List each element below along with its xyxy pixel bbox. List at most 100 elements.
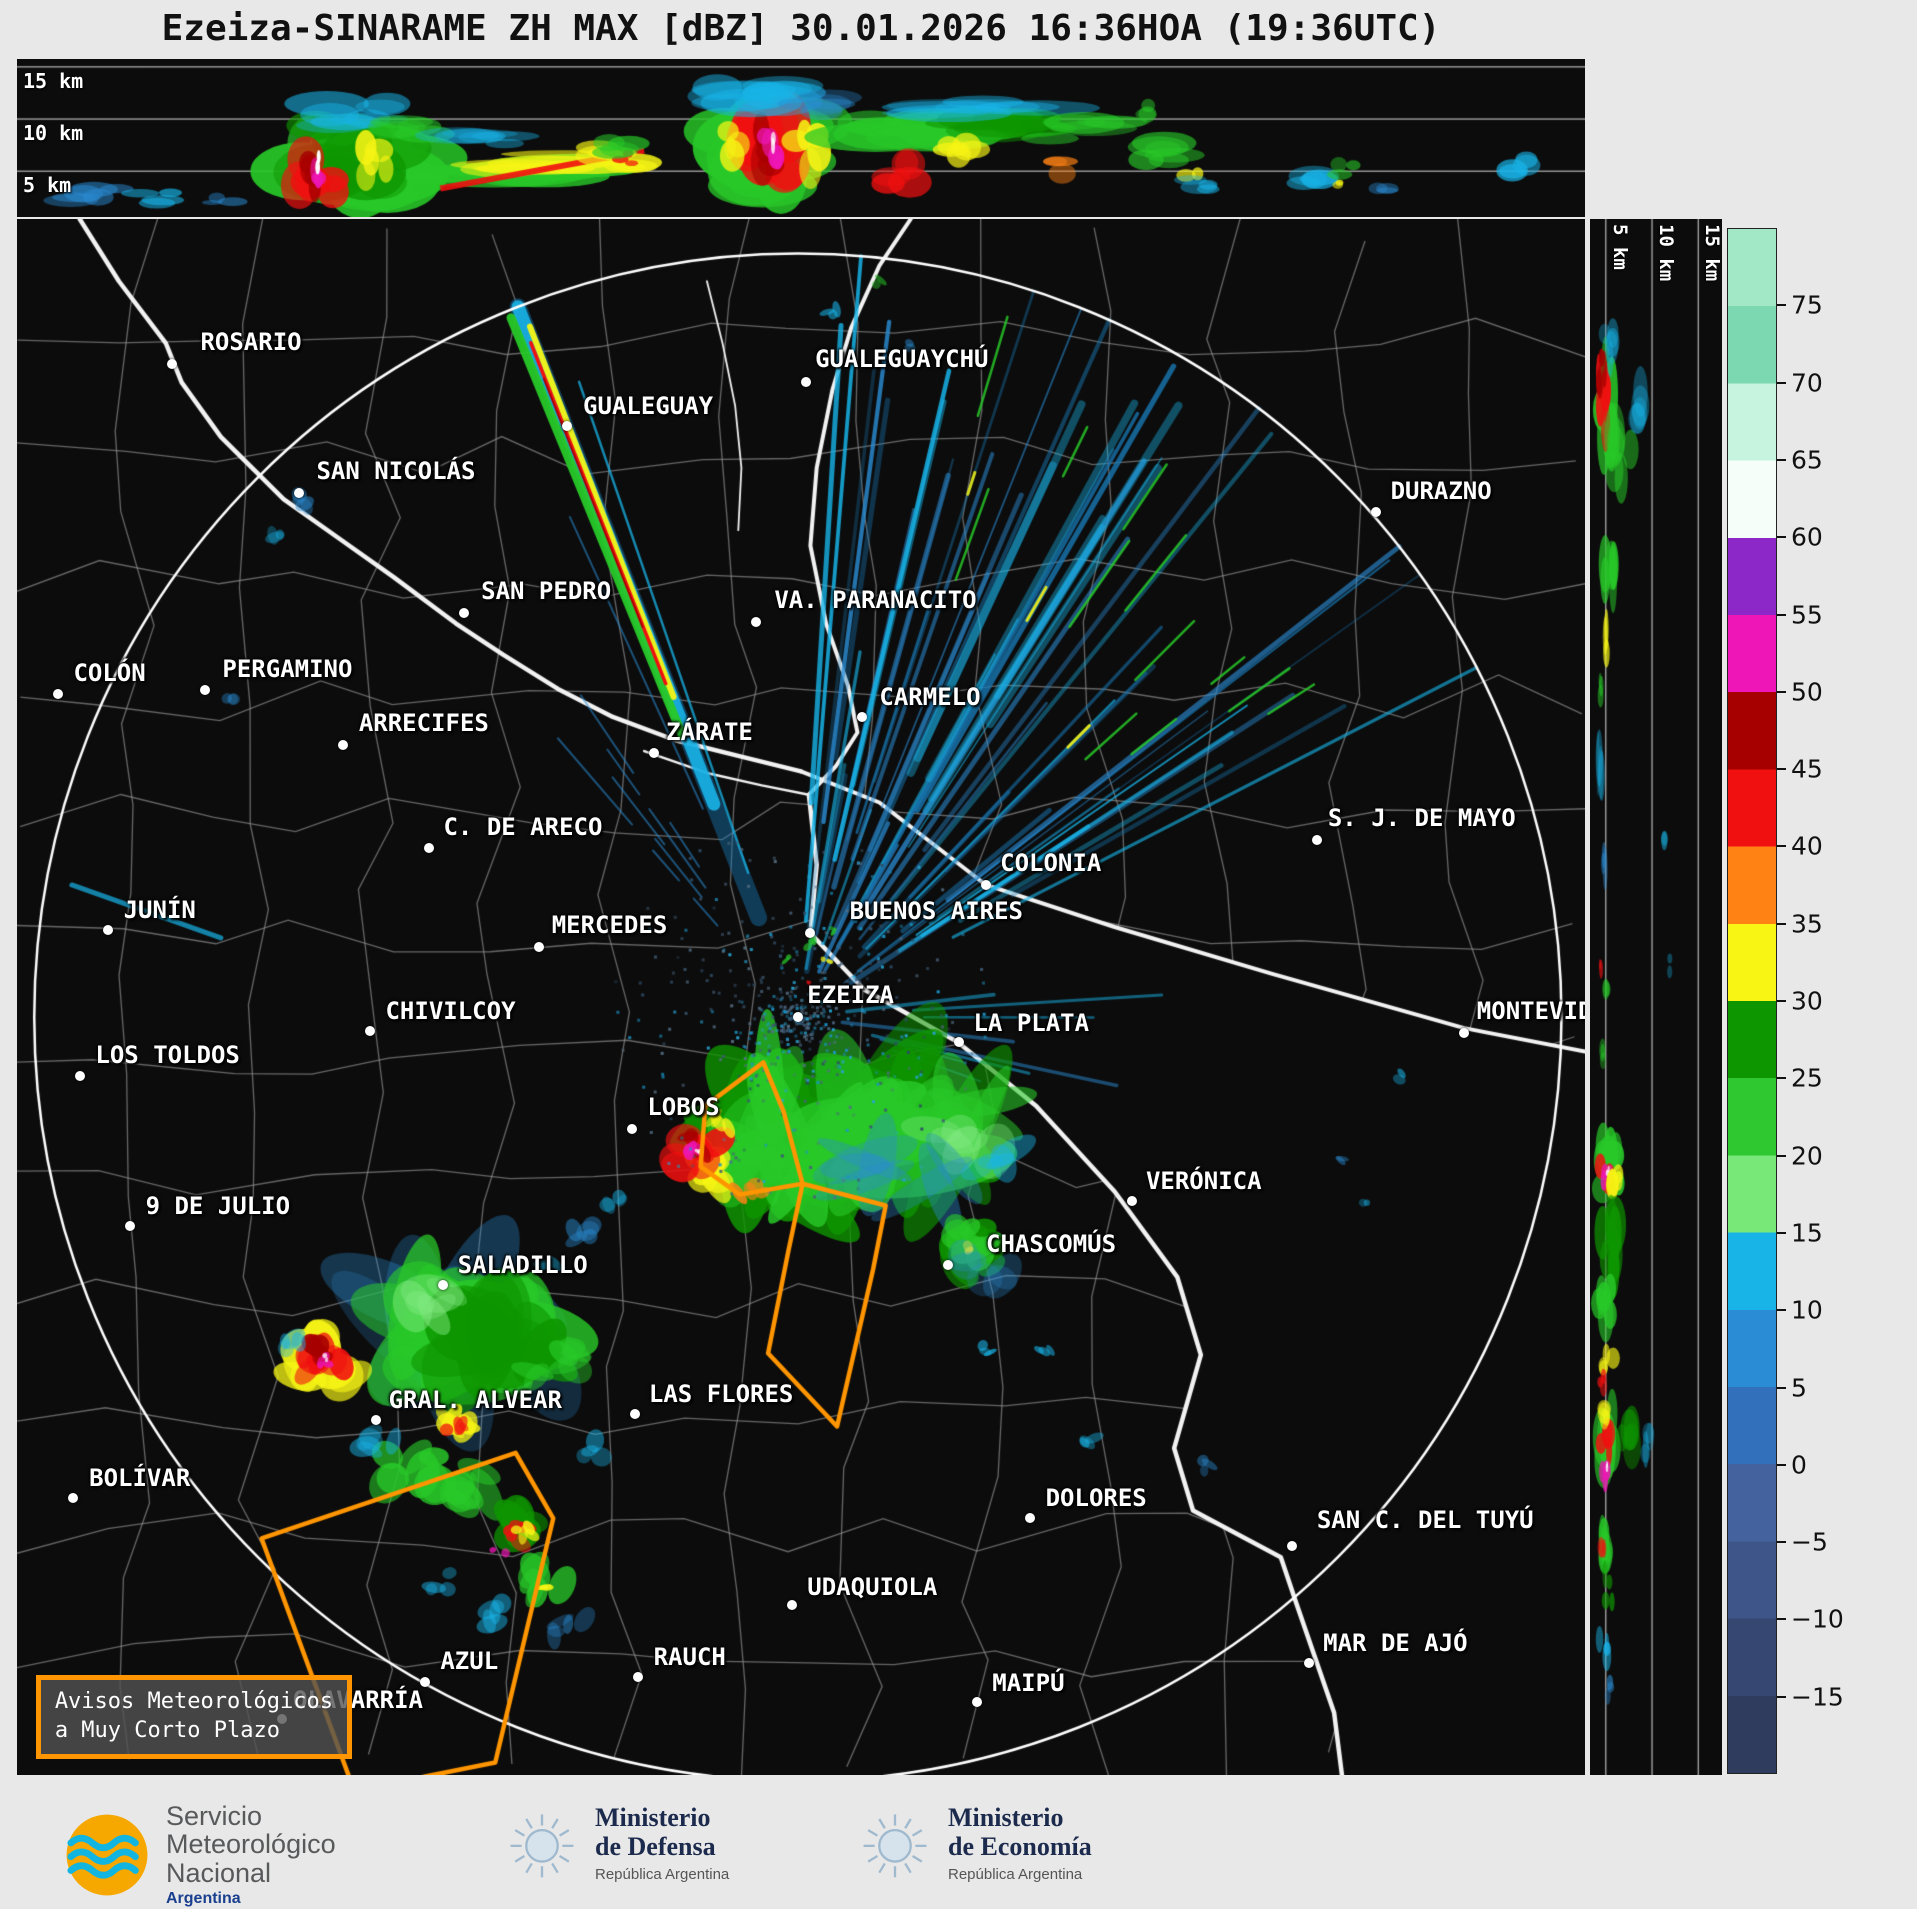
economia-logo-block: Ministerio de Economía República Argenti…: [858, 1803, 1092, 1883]
colorbar-tickmark: [1777, 768, 1786, 771]
city-label: MERCEDES: [551, 911, 668, 940]
city-label: VA. PARANACITO: [774, 586, 977, 615]
sun-emblem-icon: [510, 1813, 574, 1877]
right-cross-section-panel: 5 km 10 km 15 km: [1590, 219, 1722, 1775]
city-label: GRAL. ALVEAR: [388, 1386, 562, 1414]
city-dot: [943, 1259, 954, 1270]
colorbar-tickmark: [1777, 1077, 1786, 1080]
city-dot: [102, 925, 113, 936]
city-dot: [792, 1012, 803, 1023]
city-label: 9 DE JULIO: [145, 1191, 291, 1220]
height-label: 5 km: [1608, 224, 1631, 270]
colorbar-tickmark: [1777, 1695, 1786, 1698]
colorbar-tick-label: 45: [1791, 754, 1823, 784]
city-label: AZUL: [440, 1647, 499, 1676]
city-label: GUALEGUAY: [583, 391, 714, 420]
smn-line-4: Argentina: [166, 1890, 241, 1908]
sun-emblem-icon: [863, 1813, 927, 1877]
colorbar-tickmark: [1777, 304, 1786, 307]
city-label: LA PLATA: [973, 1009, 1090, 1038]
colorbar-tick-label: 0: [1791, 1450, 1807, 1480]
colorbar-tickmark: [1777, 1618, 1786, 1621]
colorbar-tickmark: [1777, 1463, 1786, 1466]
city-label: DOLORES: [1045, 1484, 1147, 1513]
city-label: LOS TOLDOS: [95, 1040, 240, 1069]
city-label: MAR DE AJÓ: [1323, 1628, 1468, 1657]
map-canvas: [17, 219, 1585, 1775]
colorbar-tick-label: 10: [1791, 1295, 1823, 1325]
colorbar-tickmark: [1777, 1541, 1786, 1544]
height-label: 10 km: [23, 121, 84, 146]
smn-line-3: Nacional: [166, 1857, 272, 1888]
city-dot: [750, 617, 761, 627]
colorbar-tickmark: [1777, 1154, 1786, 1157]
city-dot: [68, 1493, 79, 1504]
city-label: VERÓNICA: [1145, 1166, 1262, 1195]
colorbar-tick-label: 60: [1791, 522, 1823, 552]
city-label: C. DE ARECO: [443, 813, 603, 842]
colorbar-tick-label: 55: [1791, 600, 1823, 629]
defensa-line-2: de Defensa: [595, 1831, 716, 1861]
height-label: 15 km: [23, 68, 84, 93]
city-label: EZEIZA: [807, 981, 894, 1010]
defensa-logo-block: Ministerio de Defensa República Argentin…: [505, 1803, 729, 1883]
height-label: 5 km: [23, 173, 72, 198]
economia-line-1: Ministerio: [948, 1803, 1064, 1832]
city-label: S. J. DE MAYO: [1327, 804, 1516, 833]
city-label: CARMELO: [879, 682, 981, 711]
city-dot: [857, 711, 868, 722]
colorbar-tick-label: 35: [1791, 909, 1823, 939]
city-label: PERGAMINO: [222, 654, 353, 683]
colorbar-tick-label: 75: [1791, 290, 1823, 320]
warning-box: Avisos Meteorológicos a Muy Corto Plazo: [35, 1675, 352, 1759]
colorbar-tickmark: [1777, 845, 1786, 848]
city-label: MONTEVIDEO: [1476, 997, 1585, 1025]
city-label: RAUCH: [653, 1642, 726, 1671]
height-label: 10 km: [1655, 224, 1678, 282]
city-label: SAN PEDRO: [481, 576, 612, 605]
city-dot: [1126, 1195, 1137, 1206]
colorbar-tickmark: [1777, 1309, 1786, 1312]
colorbar-tick-label: 20: [1791, 1141, 1823, 1171]
colorbar-tickmark: [1777, 1231, 1786, 1234]
city-dot: [1371, 506, 1382, 517]
colorbar-tickmark: [1777, 381, 1786, 384]
city-label: CHASCOMÚS: [986, 1230, 1117, 1259]
city-dot: [981, 879, 992, 890]
colorbar-tickmark: [1777, 922, 1786, 925]
smn-wordmark: Servicio Meteorológico Nacional Argentin…: [166, 1802, 336, 1908]
city-label: CHIVILCOY: [385, 997, 516, 1025]
city-dot: [1024, 1513, 1035, 1524]
colorbar: 75 70 65 60 55 50 45 40 35 30 25 20 15 10 5 0 −5 −10 −15: [1727, 228, 1917, 1774]
city-label: SAN NICOLÁS: [316, 457, 476, 486]
city-dot: [632, 1671, 643, 1682]
top-cross-section-canvas: [17, 59, 1585, 217]
city-label: SALADILLO: [457, 1250, 588, 1279]
city-dot: [371, 1415, 382, 1426]
city-label: LOBOS: [647, 1093, 720, 1122]
city-dot: [52, 688, 63, 699]
city-dot: [124, 1220, 135, 1231]
map-panel: ROSARIO GUALEGUAYCHÚ GUALEGUAY SAN NICOLÁS D…: [17, 219, 1585, 1775]
colorbar-tick-label: 70: [1791, 368, 1823, 398]
colorbar-tick-label: 30: [1791, 986, 1823, 1016]
economia-wordmark: Ministerio de Economía República Argenti…: [948, 1803, 1092, 1883]
top-cross-section-panel: 15 km 10 km 5 km: [17, 59, 1585, 217]
city-dot: [364, 1026, 375, 1037]
colorbar-tick-label: 25: [1791, 1063, 1823, 1093]
colorbar-tick-label: −5: [1791, 1527, 1828, 1557]
city-dot: [424, 842, 435, 853]
city-dot: [200, 685, 211, 696]
defensa-line-1: Ministerio: [595, 1803, 711, 1832]
city-label: ARRECIFES: [358, 709, 489, 738]
warning-line-1: Avisos Meteorológicos: [54, 1689, 333, 1715]
city-label: UDAQUIOLA: [807, 1572, 938, 1601]
city-dot: [458, 607, 469, 618]
city-label: LAS FLORES: [648, 1379, 794, 1408]
city-dot: [626, 1124, 637, 1135]
city-dot: [971, 1696, 982, 1707]
warning-line-2: a Muy Corto Plazo: [54, 1718, 280, 1743]
colorbar-tick-label: 50: [1791, 677, 1823, 707]
smn-line-2: Meteorológico: [166, 1829, 336, 1860]
